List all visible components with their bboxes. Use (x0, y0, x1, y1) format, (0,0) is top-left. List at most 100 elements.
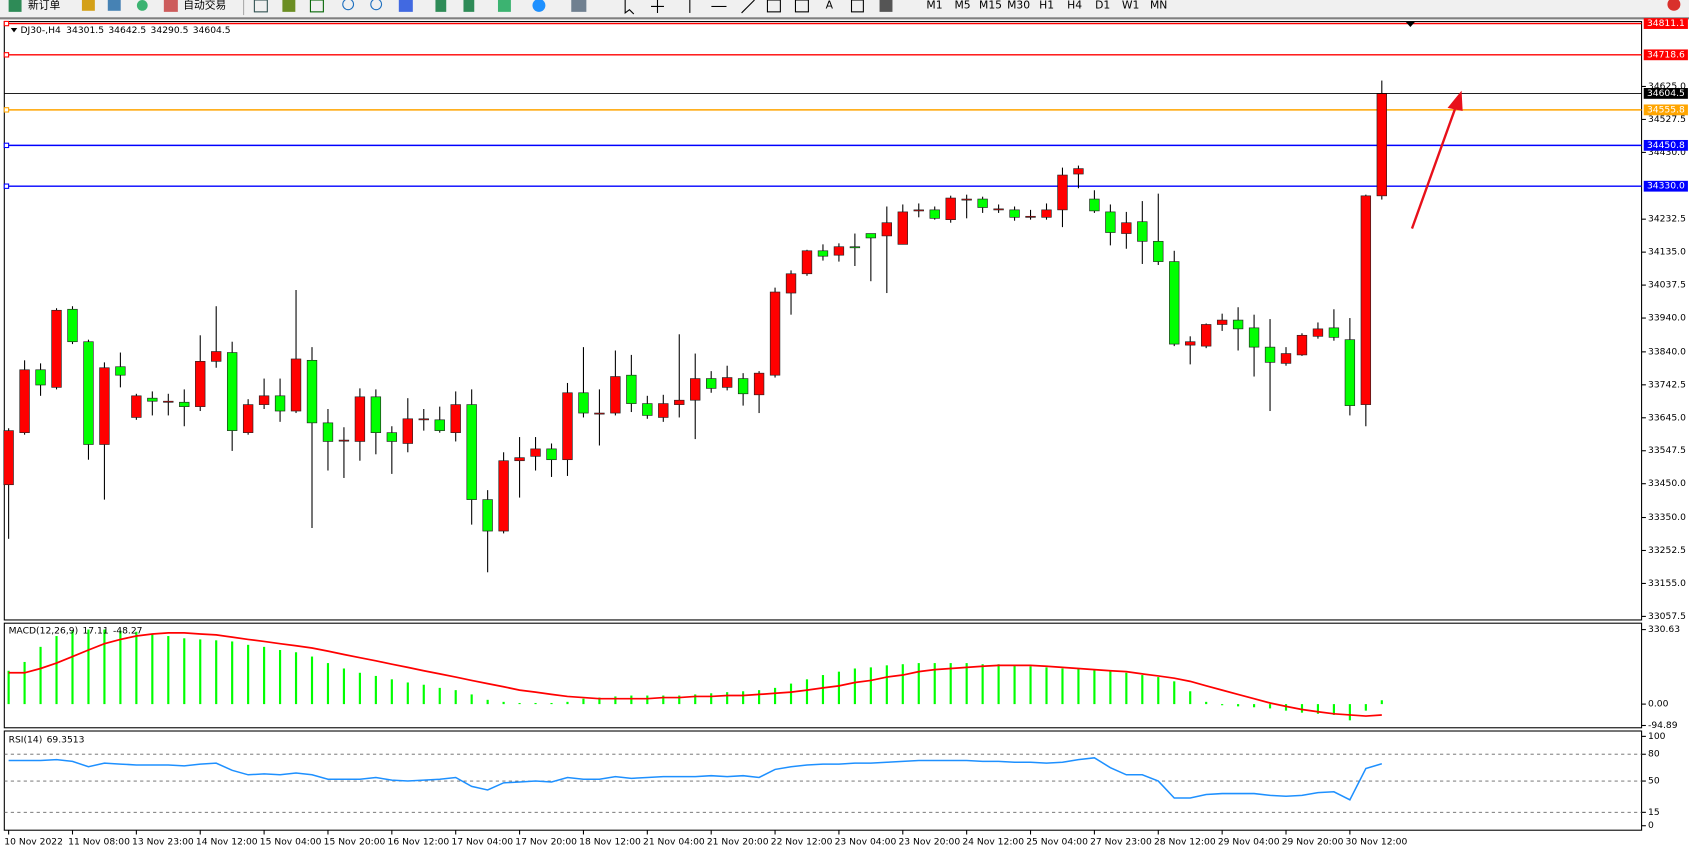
new-order-button[interactable]: 新订单 (28, 0, 61, 11)
macd-bar (789, 683, 793, 705)
alert-icon[interactable] (1667, 0, 1681, 11)
macd-bar (23, 661, 26, 705)
macd-bar (374, 675, 377, 705)
candle-body (1169, 261, 1180, 345)
x-tick-label: 17 Nov 20:00 (515, 837, 577, 848)
candle-body (402, 418, 413, 444)
candle-body (498, 460, 509, 532)
level-handle (3, 107, 10, 113)
timeframe-button[interactable]: W1 (1122, 0, 1139, 11)
level-label: 34330.0 (1647, 181, 1685, 192)
timeframe-button[interactable]: H4 (1067, 0, 1082, 11)
macd-bar (358, 672, 361, 705)
timeframe-button[interactable]: MN (1150, 0, 1167, 11)
macd-bar (1109, 670, 1112, 705)
last-open: 34301.5 (66, 25, 104, 36)
timeframe-button[interactable]: M1 (926, 0, 942, 11)
candle-body (913, 209, 924, 212)
macd-bar (773, 687, 777, 705)
level-label: 34450.8 (1647, 140, 1685, 151)
candle-body (1057, 174, 1068, 211)
macd-bar (1316, 704, 1320, 714)
text-tool[interactable]: A (826, 0, 834, 11)
candle-body (897, 211, 908, 245)
toolbar-icon[interactable] (571, 0, 587, 12)
x-tick-label: 25 Nov 04:00 (1026, 837, 1088, 848)
macd-bar (821, 675, 825, 705)
macd-bar (1141, 675, 1144, 705)
zoom-out[interactable] (370, 0, 383, 11)
y-tick-label: 80 (1648, 749, 1660, 760)
macd-bar (438, 687, 441, 705)
candle-body (1312, 328, 1324, 337)
macd-bar (837, 671, 841, 705)
macd-bar (630, 695, 633, 705)
y-tick-label: 0.00 (1648, 699, 1669, 710)
candle-body (610, 376, 621, 414)
timeframe-button[interactable]: H1 (1039, 0, 1054, 11)
toolbar-icon[interactable] (309, 0, 324, 13)
new-order-icon[interactable] (8, 0, 22, 12)
toolbar-icon[interactable] (532, 0, 546, 12)
pane (3, 21, 1643, 621)
toolbar-icon[interactable] (435, 0, 447, 12)
toolbar-icon[interactable] (794, 0, 809, 13)
candle-body (290, 358, 302, 412)
candle-body (881, 222, 893, 237)
chart-header: DJ30-,H4 34301.5 34642.5 34290.5 34604.5 (20, 25, 230, 36)
level-label-bg (1643, 104, 1688, 116)
toolbar-icon[interactable] (282, 0, 296, 12)
timeframe-button[interactable]: D1 (1095, 0, 1110, 11)
macd-bar (869, 667, 872, 705)
macd-bar (215, 640, 218, 705)
toolbar-icon[interactable] (879, 0, 893, 12)
macd-bar (1237, 704, 1240, 707)
candle-body (450, 404, 461, 433)
level-handle (3, 142, 10, 149)
y-tick-label: 33645.0 (1648, 412, 1686, 423)
toolbar-icon[interactable] (766, 0, 781, 13)
x-tick-label: 18 Nov 12:00 (579, 837, 641, 848)
auto-trading-button[interactable]: 自动交易 (183, 0, 226, 11)
level-label-bg (1643, 139, 1688, 151)
x-tick-label: 24 Nov 12:00 (962, 837, 1024, 848)
candle-body (594, 412, 605, 415)
toolbar-icon[interactable] (81, 0, 95, 11)
candle-body (386, 432, 398, 442)
macd-bar (534, 702, 537, 705)
macd-bar (662, 695, 665, 705)
toolbar-icon[interactable] (253, 0, 268, 13)
toolbar-icon[interactable] (136, 0, 148, 11)
zoom-in[interactable] (342, 0, 355, 11)
x-tick-label: 21 Nov 04:00 (643, 837, 705, 848)
timeframe-button[interactable]: M15 (979, 0, 1002, 11)
trendline-tool[interactable] (741, 0, 755, 14)
macd-name: MACD(12,26,9) (9, 625, 79, 636)
toolbar-icon[interactable] (497, 0, 511, 12)
macd-bar (454, 690, 457, 705)
current-price-label: 34604.5 (1647, 88, 1685, 99)
macd-bar (885, 665, 888, 705)
timeframe-button[interactable]: M5 (954, 0, 970, 11)
macd-bar (1252, 704, 1256, 708)
toolbar-icon[interactable] (463, 0, 475, 12)
cursor-tool[interactable] (624, 0, 635, 15)
timeframe-button[interactable]: M30 (1007, 0, 1030, 11)
last-high: 34642.5 (108, 25, 146, 36)
toolbar-icon[interactable] (398, 0, 413, 12)
macd-bar (981, 664, 984, 705)
candle-body (833, 246, 845, 256)
auto-trading-icon[interactable] (163, 0, 178, 12)
toolbar-icon[interactable] (107, 0, 121, 11)
candle-body (19, 369, 30, 433)
crosshair-tool[interactable] (651, 0, 664, 13)
macd-bar (805, 679, 809, 705)
candle-body (1137, 221, 1148, 242)
macd-value: 17.11 (82, 625, 108, 636)
x-tick-label: 30 Nov 12:00 (1346, 837, 1408, 848)
label-tool[interactable] (850, 0, 864, 13)
candle-body (658, 403, 669, 418)
annotation-arrow (1410, 105, 1458, 229)
y-tick-label: 33155.0 (1648, 578, 1686, 589)
